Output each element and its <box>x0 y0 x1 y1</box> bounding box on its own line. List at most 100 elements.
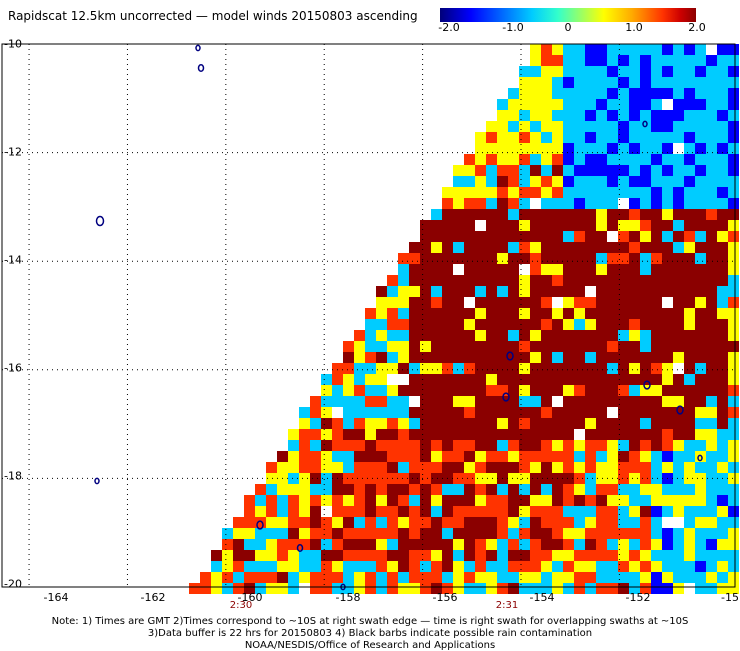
wind-difference-cell <box>662 561 673 572</box>
wind-difference-cell <box>629 319 640 330</box>
wind-difference-cell <box>321 374 332 385</box>
wind-difference-cell <box>618 528 629 539</box>
wind-difference-cell <box>618 407 629 418</box>
wind-difference-cell <box>607 154 618 165</box>
island-outline <box>697 454 703 462</box>
wind-difference-cell <box>651 66 662 77</box>
wind-difference-cell <box>486 561 497 572</box>
wind-difference-cell <box>596 528 607 539</box>
wind-difference-cell <box>365 385 376 396</box>
wind-difference-cell <box>596 44 607 55</box>
wind-difference-cell <box>420 506 431 517</box>
wind-difference-cell <box>629 143 640 154</box>
wind-difference-cell <box>640 275 651 286</box>
wind-difference-cell <box>508 198 519 209</box>
wind-difference-cell <box>629 495 640 506</box>
time-label: 2:31 <box>495 600 519 611</box>
wind-difference-cell <box>409 484 420 495</box>
wind-difference-cell <box>409 363 420 374</box>
wind-difference-cell <box>530 176 541 187</box>
wind-difference-cell <box>541 561 552 572</box>
wind-difference-cell <box>552 462 563 473</box>
wind-difference-cell <box>233 583 244 594</box>
wind-difference-cell <box>607 374 618 385</box>
wind-difference-cell <box>409 583 420 594</box>
wind-difference-cell <box>552 99 563 110</box>
wind-difference-cell <box>508 231 519 242</box>
wind-difference-cell <box>387 352 398 363</box>
wind-difference-cell <box>662 429 673 440</box>
wind-difference-cell <box>343 583 354 594</box>
wind-difference-cell <box>398 484 409 495</box>
wind-difference-cell <box>651 528 662 539</box>
wind-difference-cell <box>607 176 618 187</box>
wind-difference-cell <box>673 506 684 517</box>
wind-difference-cell <box>310 561 321 572</box>
wind-difference-cell <box>321 583 332 594</box>
wind-difference-cell <box>695 506 706 517</box>
wind-difference-cell <box>343 539 354 550</box>
wind-difference-cell <box>365 462 376 473</box>
wind-difference-cell <box>420 517 431 528</box>
wind-difference-cell <box>585 572 596 583</box>
wind-difference-cell <box>464 231 475 242</box>
wind-difference-cell <box>332 506 343 517</box>
wind-difference-cell <box>563 374 574 385</box>
wind-difference-cell <box>453 308 464 319</box>
wind-difference-cell <box>563 99 574 110</box>
wind-difference-cell <box>431 572 442 583</box>
wind-difference-cell <box>684 440 695 451</box>
wind-difference-cell <box>563 319 574 330</box>
wind-difference-cell <box>464 385 475 396</box>
wind-difference-cell <box>629 352 640 363</box>
wind-difference-cell <box>431 297 442 308</box>
wind-difference-cell <box>607 275 618 286</box>
wind-difference-cell <box>398 429 409 440</box>
wind-difference-cell <box>717 539 728 550</box>
wind-difference-cell <box>585 66 596 77</box>
wind-difference-cell <box>717 176 728 187</box>
wind-difference-cell <box>376 451 387 462</box>
wind-difference-cell <box>717 341 728 352</box>
wind-difference-cell <box>607 341 618 352</box>
wind-difference-cell <box>563 440 574 451</box>
wind-difference-cell <box>486 550 497 561</box>
wind-difference-cell <box>596 473 607 484</box>
wind-difference-cell <box>519 506 530 517</box>
colorbar-tick: 0 <box>564 21 572 34</box>
wind-difference-cell <box>431 220 442 231</box>
wind-difference-cell <box>563 429 574 440</box>
wind-difference-cell <box>299 561 310 572</box>
wind-difference-cell <box>695 264 706 275</box>
wind-difference-cell <box>398 517 409 528</box>
wind-difference-cell <box>563 473 574 484</box>
wind-difference-cell <box>486 429 497 440</box>
wind-difference-cell <box>629 253 640 264</box>
wind-difference-cell <box>288 517 299 528</box>
wind-difference-cell <box>695 187 706 198</box>
wind-difference-cell <box>629 187 640 198</box>
wind-difference-cell <box>442 561 453 572</box>
wind-difference-cell <box>475 341 486 352</box>
wind-difference-cell <box>442 187 453 198</box>
wind-difference-cell <box>255 572 266 583</box>
wind-difference-cell <box>585 484 596 495</box>
wind-difference-cell <box>552 319 563 330</box>
wind-difference-cell <box>706 583 717 594</box>
wind-difference-cell <box>288 572 299 583</box>
wind-difference-cell <box>475 418 486 429</box>
wind-difference-cell <box>640 242 651 253</box>
wind-difference-cell <box>464 506 475 517</box>
wind-difference-cell <box>310 473 321 484</box>
wind-difference-cell <box>651 297 662 308</box>
wind-difference-cell <box>409 517 420 528</box>
wind-difference-cell <box>376 528 387 539</box>
wind-difference-cell <box>695 517 706 528</box>
wind-difference-cell <box>618 561 629 572</box>
wind-difference-cell <box>508 297 519 308</box>
wind-difference-cell <box>376 429 387 440</box>
wind-difference-cell <box>629 121 640 132</box>
wind-difference-cell <box>629 484 640 495</box>
wind-difference-cell <box>530 473 541 484</box>
wind-difference-cell <box>684 44 695 55</box>
